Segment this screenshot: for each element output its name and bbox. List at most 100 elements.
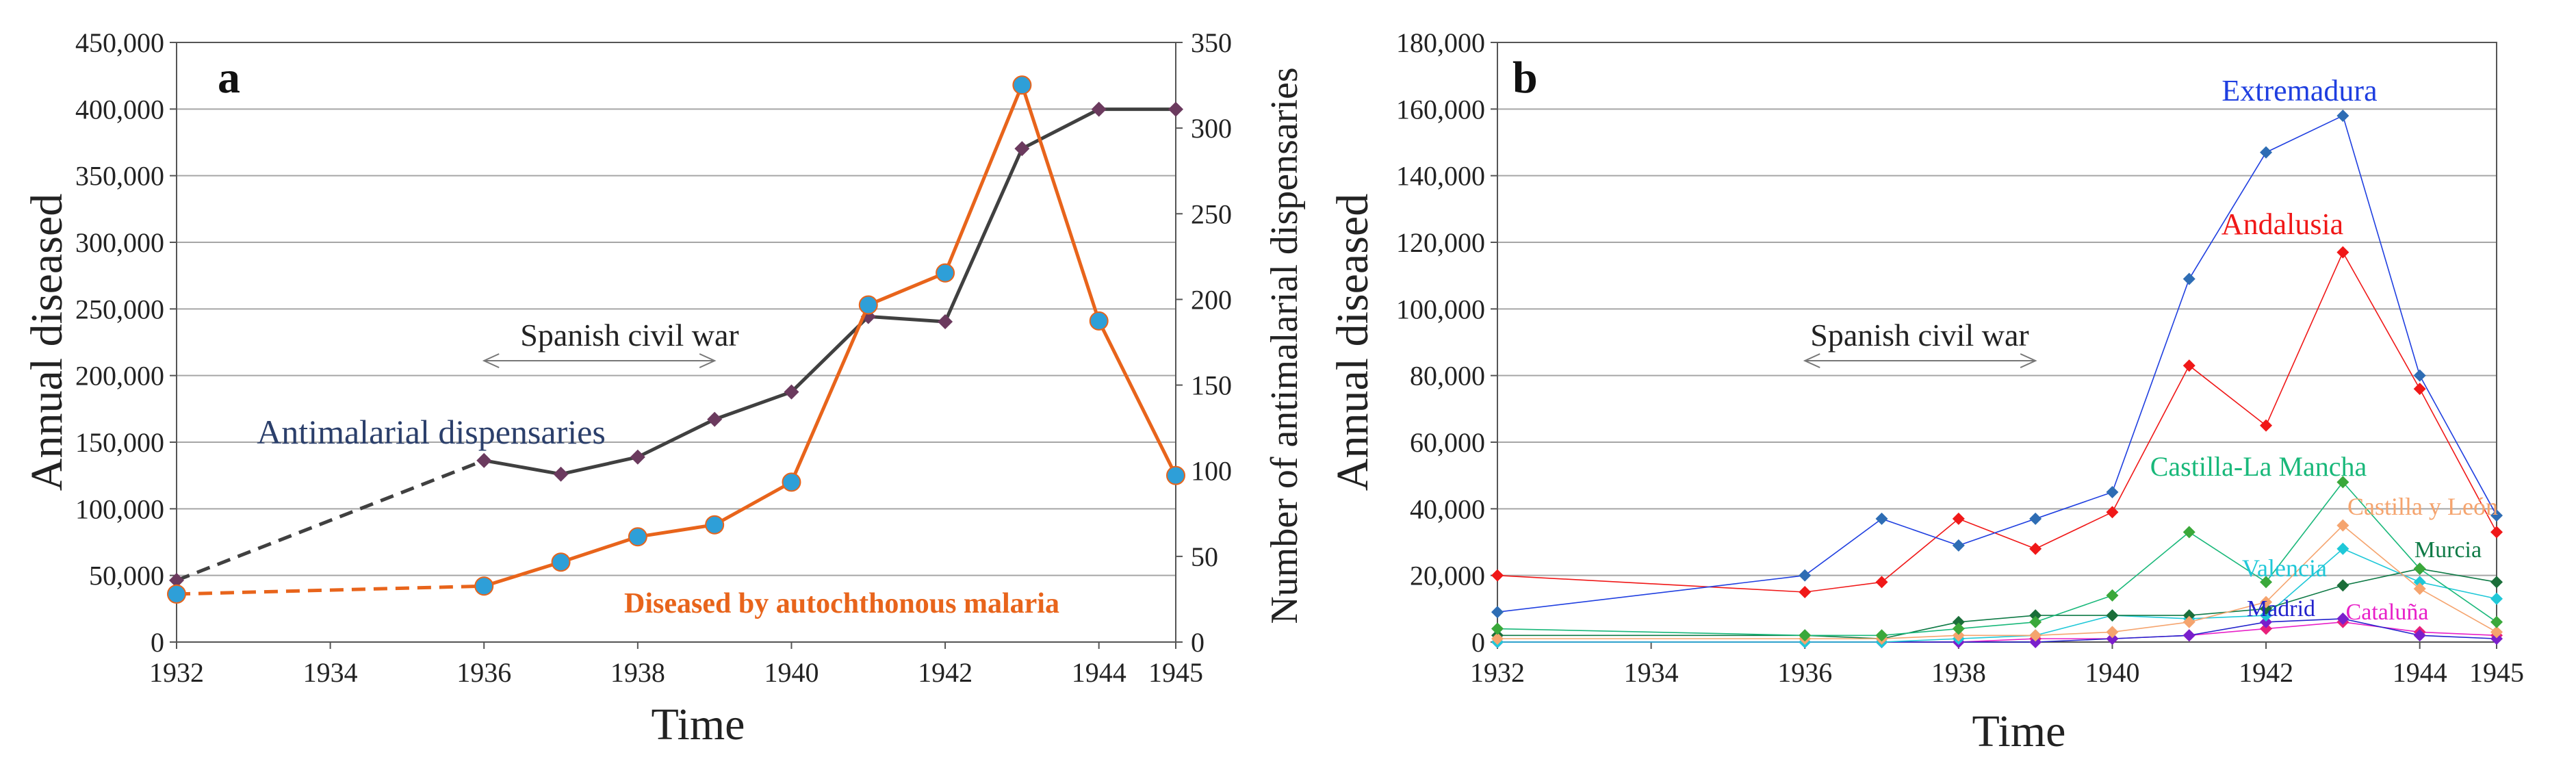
panel-b-line-segment-castilla-y-leon <box>2035 631 2113 637</box>
panel-b-series-label-andalusia: Andalusia <box>2221 207 2343 241</box>
panel-b-war-arrow-right-head <box>2020 353 2037 368</box>
panel-b-series-castilla-la-mancha <box>1491 476 2503 642</box>
panel-a-line-segment-diseased-by-autochthonous-malaria <box>1020 84 1101 322</box>
panel-b-ytick-label: 60,000 <box>1410 427 1485 458</box>
panel-b-line-segment-madrid <box>2035 638 2113 643</box>
panel-a-war-arrow-right-head <box>699 353 717 368</box>
panel-b-point-cataluna <box>2260 622 2273 635</box>
panel-b-ytick-label: 160,000 <box>1396 94 1485 125</box>
panel-b-xtick-label: 1932 <box>1470 657 1525 688</box>
panel-b-point-andalusia <box>2029 542 2042 555</box>
panel-b-point-valencia <box>2413 576 2426 589</box>
panel-b-series-label-valencia: Valencia <box>2242 554 2327 582</box>
panel-a-line-segment-antimalarial-dispensaries <box>176 459 485 582</box>
panel-b-line-segment-castilla-y-leon <box>2112 622 2189 633</box>
panel-b-xtick-label: 1934 <box>1624 657 1679 688</box>
panel-b-point-madrid <box>2413 629 2426 642</box>
panel-b-line-segment-extremadura <box>2111 279 2190 493</box>
panel-a-series-diseased-by-autochthonous-malaria <box>167 75 1185 604</box>
panel-a-xtick-label: 1936 <box>456 657 511 688</box>
panel-b-line-segment-madrid <box>2419 635 2497 639</box>
panel-a-xlabel: Time <box>652 700 745 750</box>
panel-b-point-madrid <box>2029 636 2042 648</box>
panel-b-letter: b <box>1512 53 1538 103</box>
panel-a-point-antimalarial-dispensaries <box>169 572 184 588</box>
panel-a-line-segment-diseased-by-autochthonous-malaria <box>176 584 485 596</box>
panel-b-point-murcia <box>2336 579 2349 592</box>
panel-b-line-segment-castilla-y-leon <box>2419 588 2497 633</box>
panel-b-war-label: Spanish civil war <box>1810 318 2028 353</box>
panel-b-series-castilla-y-leon <box>1491 519 2503 645</box>
panel-b-line-segment-extremadura <box>2419 375 2497 516</box>
panel-a-gridlines <box>177 108 1176 576</box>
panel-a-point-antimalarial-dispensaries <box>630 449 645 465</box>
panel-b-point-extremadura <box>2490 509 2503 522</box>
panel-b-xtick-label: 1938 <box>1931 657 1986 688</box>
panel-a-line-segment-diseased-by-autochthonous-malaria <box>1097 320 1178 476</box>
panel-b-point-murcia <box>2490 576 2503 589</box>
panel-a-dispensaries-label: Antimalarial dispensaries <box>257 413 606 451</box>
panel-b-point-madrid <box>2182 629 2195 642</box>
panel-a-y2tick-label: 250 <box>1191 199 1232 229</box>
panel-a-line-segment-antimalarial-dispensaries <box>943 148 1024 322</box>
panel-a-line-segment-diseased-by-autochthonous-malaria <box>560 535 639 564</box>
panel-b-line-segment-murcia <box>2265 585 2343 610</box>
panel-a-letter: a <box>218 53 240 103</box>
panel-b-line-segment-extremadura <box>2189 152 2267 279</box>
panel-b-point-andalusia <box>1799 586 1812 598</box>
panel-a-ytick-label: 350,000 <box>75 161 164 192</box>
panel-b-war-arrow-left-head <box>1803 353 1820 368</box>
panel-b-line-segment-valencia <box>1881 638 1959 643</box>
panel-b-line-segment-murcia <box>1881 622 1959 639</box>
panel-a-diseased-label: Diseased by autochthonous malaria <box>624 588 1059 619</box>
panel-b-ytick-label: 20,000 <box>1410 561 1485 591</box>
panel-b-point-andalusia <box>2260 419 2273 432</box>
panel-b-line-segment-extremadura <box>1881 518 1959 546</box>
panel-a-ytick-label: 300,000 <box>75 227 164 258</box>
panel-b-point-castilla-la-mancha <box>2260 576 2273 589</box>
panel-b-series-label-cataluna: Cataluña <box>2346 600 2429 625</box>
panel-b-line-segment-valencia <box>2343 548 2421 583</box>
panel-a-series-antimalarial-dispensaries <box>169 101 1183 588</box>
panel-a-point-diseased-by-autochthonous-malaria <box>628 527 647 547</box>
panel-b-line-segment-castilla-y-leon <box>1881 635 1959 639</box>
panel-b-series-extremadura <box>1491 110 2503 619</box>
panel-b-point-castilla-y-leon <box>2029 629 2042 642</box>
panel-a-point-antimalarial-dispensaries <box>707 411 723 427</box>
panel-a: 0 50,000 100,000 150,000 200,000 250,000 300,0… <box>22 27 1306 750</box>
panel-b-point-extremadura <box>1875 512 1888 525</box>
panel-b-line-segment-castilla-la-mancha <box>2342 481 2421 569</box>
panel-a-line-segment-diseased-by-autochthonous-malaria <box>713 481 793 526</box>
panel-a-point-diseased-by-autochthonous-malaria <box>1089 311 1109 331</box>
panel-b-line-segment-extremadura <box>1804 518 1883 576</box>
panel-b-point-castilla-la-mancha <box>2336 476 2349 489</box>
panel-a-y2tick-label: 350 <box>1191 27 1232 58</box>
panel-b-point-castilla-y-leon <box>2106 626 2119 639</box>
panel-b-ytick-label: 0 <box>1471 627 1485 658</box>
panel-b-point-castilla-la-mancha <box>1875 629 1888 642</box>
panel-b-line-segment-castilla-la-mancha <box>2419 568 2497 623</box>
panel-b-xtick-label: 1936 <box>1777 657 1832 688</box>
panel-b-point-extremadura <box>2260 146 2273 159</box>
panel-b-xtick-label: 1944 <box>2393 657 2447 688</box>
panel-b-line-segment-castilla-la-mancha <box>2265 481 2344 582</box>
panel-b-line-segment-andalusia <box>2342 252 2421 389</box>
panel-b-series-labels: Extremadura Andalusia Castilla-La Mancha Ca… <box>2150 74 2498 625</box>
panel-b-point-andalusia <box>1952 512 1965 525</box>
panel-a-point-antimalarial-dispensaries <box>1091 101 1107 117</box>
panel-b-war-arrow <box>1803 353 2037 368</box>
panel-b-point-madrid <box>2336 612 2349 625</box>
panel-a-line-segment-antimalarial-dispensaries <box>790 315 870 394</box>
panel-b-line-segment-castilla-la-mancha <box>1881 628 1959 637</box>
panel-b-ytick-label: 180,000 <box>1396 27 1485 58</box>
panel-a-line-segment-diseased-by-autochthonous-malaria <box>790 304 871 483</box>
panel-b-point-andalusia <box>2182 359 2195 372</box>
panel-b-line-segment-andalusia <box>2189 365 2267 426</box>
panel-b-point-valencia <box>2260 609 2273 622</box>
panel-b-line-segment-castilla-y-leon <box>2189 601 2267 623</box>
panel-b-line-segment-cataluna <box>1958 638 2036 643</box>
panel-b-line-segment-valencia <box>1958 635 2036 639</box>
panel-a-point-antimalarial-dispensaries <box>938 313 953 329</box>
panel-b-point-murcia <box>2260 602 2273 615</box>
